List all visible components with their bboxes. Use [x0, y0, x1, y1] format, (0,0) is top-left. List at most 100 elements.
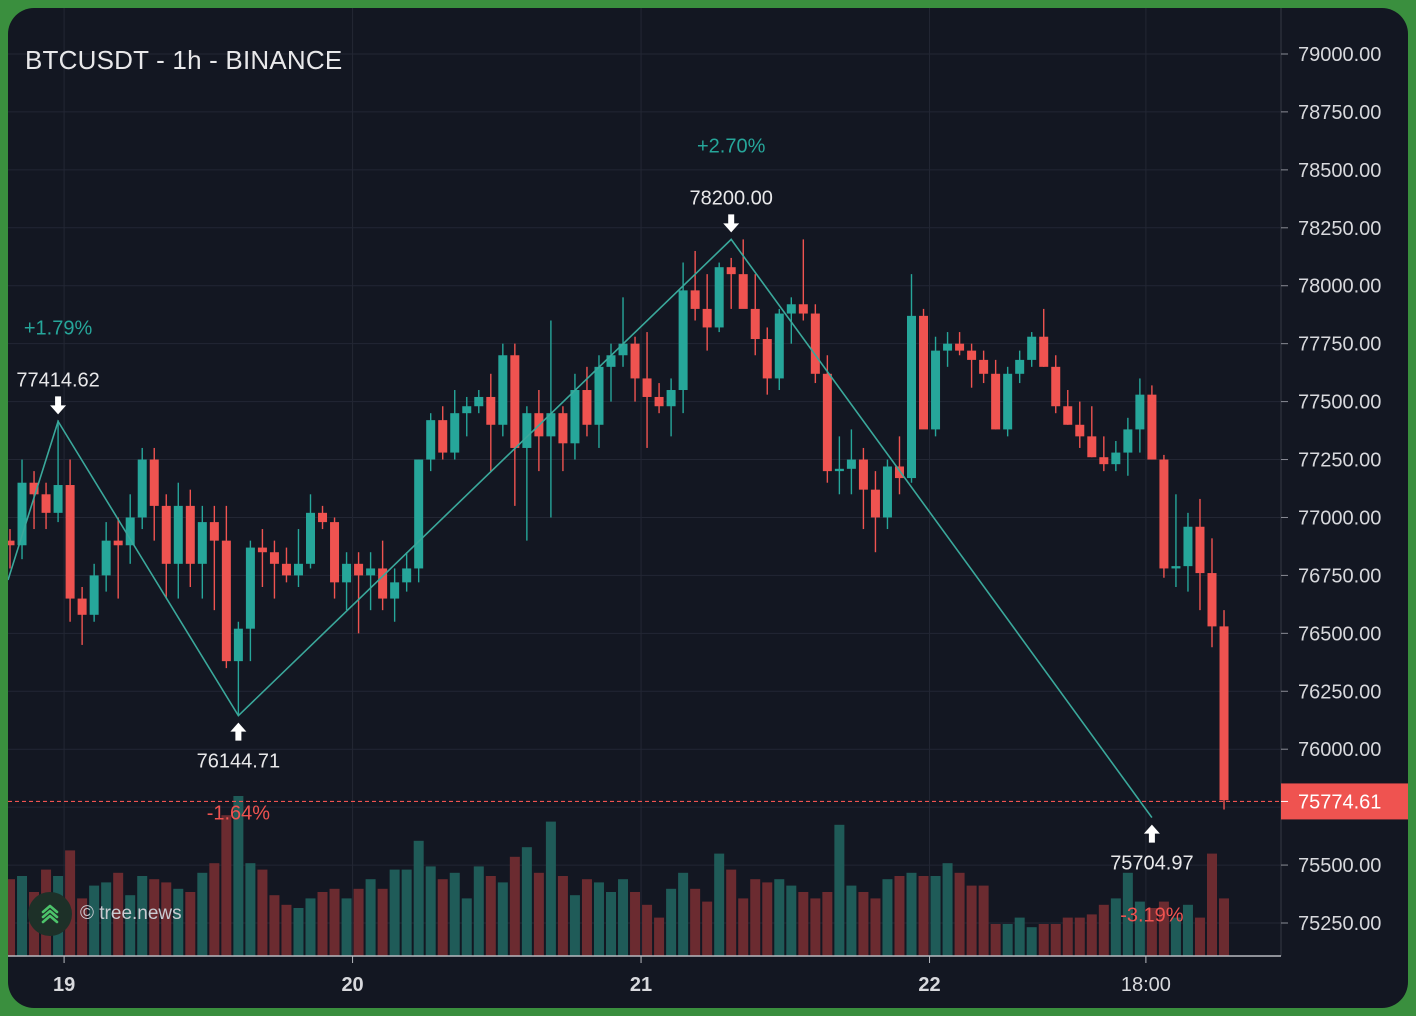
volume-bar: [377, 888, 388, 956]
volume-bar: [738, 898, 749, 956]
candle-body: [702, 308, 712, 328]
volume-bar: [1098, 904, 1109, 956]
volume-bar: [413, 840, 424, 956]
volume-bar: [882, 879, 893, 956]
candle-body: [185, 505, 195, 564]
price-tick-label: 78750.00: [1298, 102, 1381, 124]
volume-bar: [1074, 917, 1085, 956]
candle-body: [810, 313, 820, 374]
candle-body: [113, 540, 123, 546]
volume-bar: [425, 866, 436, 956]
volume-bar: [690, 888, 701, 956]
candle-body: [1135, 394, 1145, 430]
candle-body: [919, 315, 929, 430]
candle-body: [438, 420, 448, 453]
time-axis[interactable]: 19 20 21 22 18:00: [8, 955, 1281, 996]
volume-bar: [1002, 924, 1013, 956]
candle-body: [798, 304, 808, 314]
candle-body: [726, 267, 736, 275]
price-tick-label: 78250.00: [1298, 218, 1381, 240]
volume-bar: [1146, 908, 1157, 956]
volume-bar: [1182, 904, 1193, 956]
volume-bar: [942, 863, 953, 956]
volume-bar: [1086, 914, 1097, 956]
candle-body: [907, 315, 916, 479]
price-axis[interactable]: 79000.00 78750.00 78500.00 78250.00 78000.00…: [1280, 8, 1408, 956]
volume-bar: [233, 796, 244, 956]
volume-bar: [137, 876, 148, 956]
volume-bar: [389, 869, 400, 956]
candle-body: [690, 290, 700, 309]
candles: [8, 239, 1229, 810]
volume-bar: [954, 872, 965, 956]
candle-body: [318, 512, 328, 523]
time-tick-label: 19: [53, 974, 75, 996]
volume-bar: [293, 908, 304, 956]
pivot-change-label: +2.70%: [697, 135, 766, 157]
volume-bar: [642, 904, 653, 956]
candle-body: [786, 304, 796, 314]
candle-body: [991, 373, 1001, 430]
candle-body: [89, 575, 99, 615]
candle-body: [570, 390, 580, 444]
candle-body: [630, 343, 640, 379]
candle-body: [882, 466, 892, 518]
candle-body: [125, 517, 135, 546]
arrow-up-icon: [230, 722, 247, 741]
candle-body: [17, 482, 27, 546]
volume-bar: [485, 876, 496, 956]
candle-body: [1015, 359, 1025, 374]
pivot-change-label: +1.79%: [24, 317, 93, 339]
volume-bar: [593, 882, 604, 956]
arrow-down-icon: [723, 214, 740, 233]
candle-body: [979, 359, 989, 374]
volume-bar: [654, 917, 665, 956]
candle-body: [1039, 336, 1049, 367]
candle-body: [330, 522, 340, 583]
volume-bar: [473, 866, 484, 956]
volume-bar: [1207, 853, 1217, 956]
candle-body: [53, 485, 63, 513]
price-tick-label: 76750.00: [1298, 565, 1381, 587]
candle-body: [894, 466, 904, 479]
volume-bar: [449, 872, 460, 956]
volume-bar: [1014, 917, 1025, 956]
candle-body: [1183, 526, 1193, 567]
volume-bar: [245, 863, 256, 956]
candlestick-chart[interactable]: 77414.62 +1.79% 76144.71 -1.64% 78200.00 +2.7…: [8, 8, 1408, 1008]
arrow-up-icon: [1143, 824, 1160, 843]
volume-bar: [341, 898, 352, 956]
volume-bar: [197, 872, 208, 956]
volume-bar: [630, 892, 641, 956]
price-tick-label: 77000.00: [1298, 507, 1381, 529]
volume-bar: [714, 853, 725, 956]
volume-bar: [990, 924, 1001, 956]
price-tick-label: 75250.00: [1298, 913, 1381, 935]
volume-bar: [930, 876, 941, 956]
last-price-label: 75774.61: [1298, 791, 1381, 813]
candle-body: [137, 459, 147, 518]
candle-body: [149, 459, 159, 506]
candle-body: [390, 582, 400, 599]
candle-body: [209, 522, 219, 541]
candle-body: [1027, 336, 1037, 360]
volume-bar: [750, 879, 761, 956]
volume-bar: [702, 901, 713, 956]
volume-bar: [1194, 917, 1205, 956]
candle-body: [462, 406, 472, 414]
price-tick-label: 79000.00: [1298, 44, 1381, 66]
price-tick-label: 76250.00: [1298, 681, 1381, 703]
candle-body: [161, 505, 171, 564]
candle-body: [1051, 366, 1061, 407]
candle-body: [750, 308, 760, 340]
candle-body: [774, 313, 784, 379]
volume-bar: [281, 904, 292, 956]
volume-bar: [1158, 901, 1169, 956]
price-tick-label: 77250.00: [1298, 450, 1381, 472]
candle-body: [221, 540, 231, 662]
volume-bar: [173, 888, 184, 956]
volume-bar: [606, 892, 616, 956]
volume-bar: [1026, 927, 1037, 956]
volume-bar: [618, 879, 629, 956]
volume-bar: [497, 882, 508, 956]
